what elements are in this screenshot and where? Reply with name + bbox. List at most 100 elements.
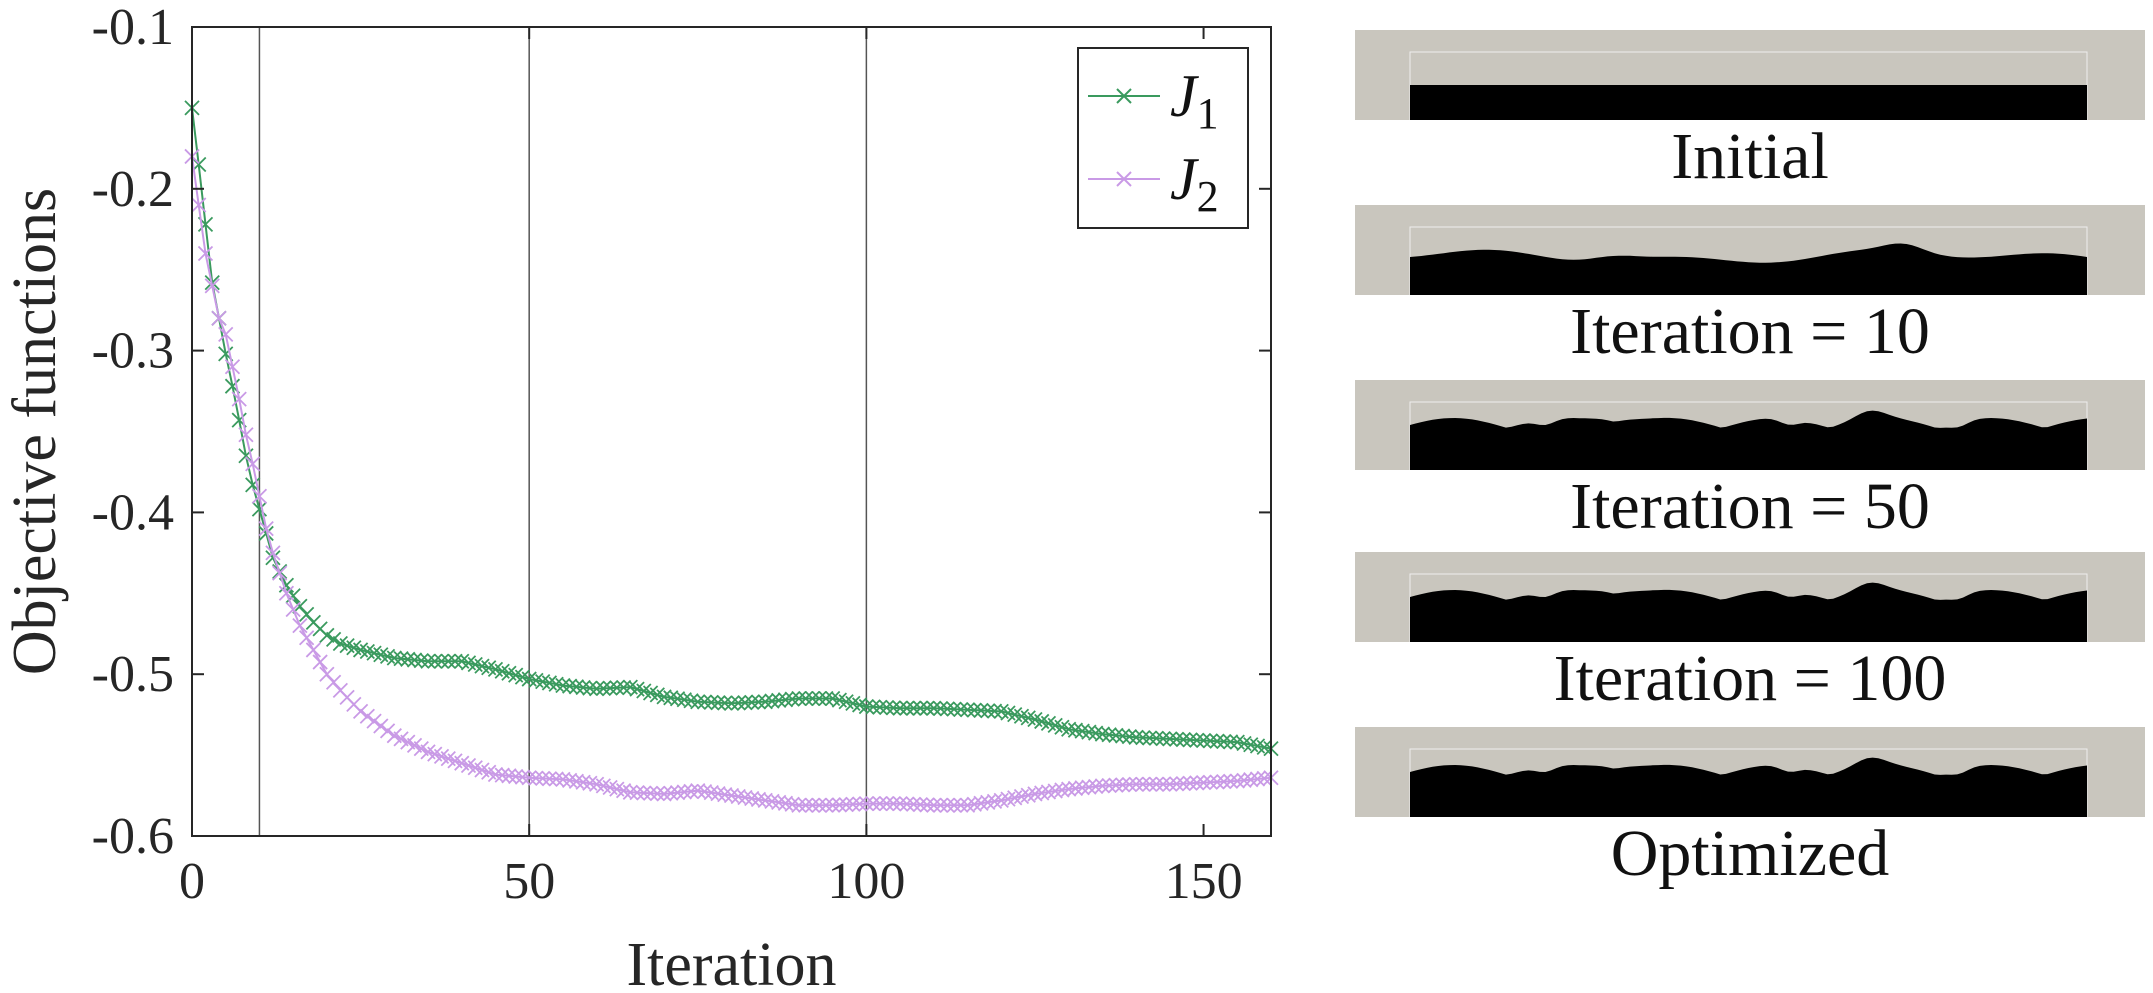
legend-item-J2: J2 [1088, 146, 1219, 221]
data-point [669, 691, 686, 707]
data-point [555, 677, 571, 694]
data-point [811, 690, 827, 707]
data-point [528, 672, 544, 688]
data-point [1148, 776, 1164, 792]
data-point [872, 796, 888, 812]
data-point [1229, 734, 1245, 750]
data-point [440, 653, 456, 669]
data-point [784, 691, 800, 707]
data-point [636, 785, 652, 801]
data-point [737, 789, 753, 806]
data-point [980, 794, 996, 810]
data-point [1189, 732, 1205, 748]
data-point [683, 693, 699, 709]
data-point [798, 797, 814, 813]
data-point [717, 695, 733, 711]
data-point [723, 787, 740, 804]
data-point [676, 692, 692, 708]
data-point [400, 651, 416, 667]
plot-frame [191, 26, 1272, 837]
data-point [892, 700, 908, 716]
series-line-J2 [191, 156, 1272, 807]
data-point [1040, 784, 1057, 800]
material-profile [1410, 757, 2087, 817]
data-point [1094, 778, 1111, 794]
data-point [899, 700, 915, 716]
data-point [1222, 773, 1239, 789]
data-point [777, 692, 794, 708]
data-point [501, 768, 517, 784]
data-point [595, 680, 612, 697]
data-point [1081, 724, 1097, 740]
data-point [312, 654, 328, 670]
data-point [238, 427, 254, 443]
data-point [211, 310, 227, 326]
data-point [1094, 726, 1111, 742]
data-point [690, 783, 706, 799]
data-point [710, 695, 726, 711]
data-point [1013, 788, 1030, 805]
data-point [730, 695, 746, 711]
data-point [905, 700, 922, 716]
data-point [1155, 776, 1171, 792]
shape-image [1355, 727, 2145, 817]
data-point [245, 456, 261, 472]
data-point [1027, 786, 1043, 802]
data-point [325, 631, 342, 648]
data-point [777, 795, 794, 811]
data-point [325, 674, 342, 690]
data-point [582, 775, 598, 791]
data-point [555, 771, 571, 788]
data-point [723, 695, 740, 711]
data-point [292, 618, 308, 634]
data-point [804, 690, 821, 707]
data-point [299, 630, 315, 646]
data-point [1202, 733, 1218, 749]
data-point [858, 698, 875, 715]
material-profile [1410, 582, 2087, 642]
data-point [865, 796, 881, 812]
data-point [1256, 770, 1272, 787]
data-point [1115, 728, 1131, 744]
data-point [1135, 776, 1151, 792]
data-point [582, 680, 598, 696]
data-point [771, 692, 787, 709]
data-point [750, 694, 767, 710]
data-point [696, 694, 713, 710]
axis-ticks: 0 50 100 150 -0.1 -0.2 -0.3 -0.4 -0.5 -0.6 [92, 0, 1271, 910]
data-point [373, 718, 389, 734]
data-point [993, 792, 1009, 809]
x-tick-label: 100 [827, 853, 905, 910]
data-point [305, 642, 322, 658]
data-point [629, 785, 645, 801]
data-point [926, 700, 942, 716]
data-point [258, 525, 274, 542]
data-point [615, 679, 632, 696]
data-point [191, 197, 207, 213]
data-point [811, 797, 827, 813]
material-profile [1410, 243, 2087, 295]
shape-image [1355, 552, 2145, 642]
snapshot-panel: Iteration = 50 [1355, 380, 2145, 540]
data-point [973, 795, 989, 811]
data-point [791, 797, 807, 813]
data-point [771, 794, 787, 810]
data-point [1088, 725, 1104, 741]
data-point [528, 770, 544, 786]
material-profile [1410, 410, 2087, 470]
snapshot-caption: Initial [1671, 120, 1829, 193]
data-point [1256, 739, 1272, 755]
data-point [1135, 729, 1151, 746]
data-point [541, 675, 558, 691]
data-point [656, 689, 672, 705]
data-point [602, 680, 618, 696]
data-point [744, 790, 760, 807]
legend-item-J1: J1 [1088, 63, 1219, 138]
data-point [548, 771, 564, 787]
data-point [1162, 776, 1178, 792]
y-tick-label: -0.4 [92, 484, 174, 541]
data-point [878, 699, 895, 716]
data-point [1121, 729, 1138, 745]
data-point [272, 565, 288, 581]
data-point [959, 702, 976, 718]
